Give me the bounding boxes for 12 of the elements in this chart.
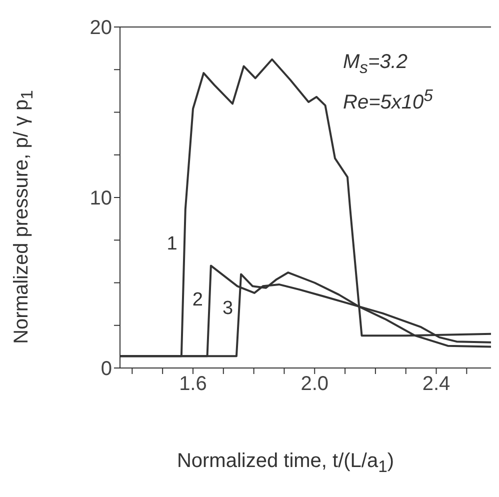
- series-label: 1: [166, 233, 178, 254]
- series-label: 3: [222, 298, 234, 320]
- y-tick-label: 20: [90, 17, 112, 40]
- annotation: Re=5x10$^{5}$: [343, 85, 433, 116]
- x-tick-label: 1.6: [179, 373, 207, 396]
- annotation: M$_{s}$=3.2: [343, 50, 408, 79]
- y-tick-label: 0: [100, 358, 112, 380]
- x-axis-title: Normalized time, t/(L/a$_{1}$): [176, 450, 396, 477]
- x-tick-label: 2.0: [300, 373, 329, 396]
- x-tick-label: 2.4: [422, 373, 450, 396]
- series-label: 2: [192, 290, 203, 311]
- y-tick-label: 10: [90, 188, 112, 210]
